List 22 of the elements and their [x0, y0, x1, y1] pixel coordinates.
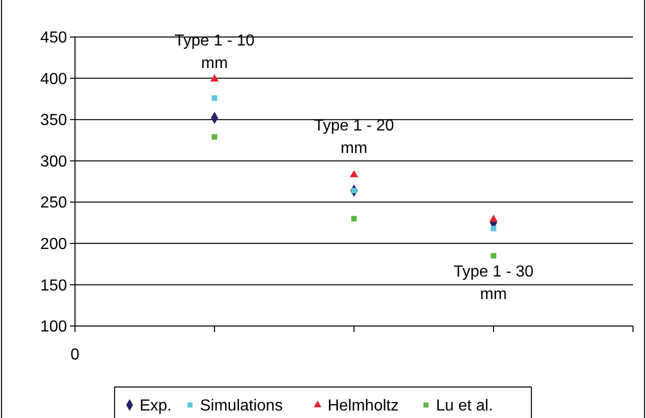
point: [212, 95, 218, 101]
y-tick-label: 400: [40, 70, 68, 88]
point: [489, 214, 498, 222]
y-tick-label: 200: [40, 236, 68, 254]
y-tick-label: 150: [40, 277, 68, 294]
point: [350, 170, 358, 178]
y-tick-label: 250: [40, 194, 68, 212]
point: [490, 253, 496, 259]
legend-label: Simulations: [200, 398, 283, 415]
y-tick-label: 450: [40, 30, 68, 47]
y-tick-label: 350: [40, 112, 68, 130]
annotation: Type 1 - 30 mm: [453, 264, 534, 303]
y-tick-label: 100: [40, 318, 68, 336]
text: 0: [70, 346, 80, 364]
legend-label: Lu et al.: [436, 398, 493, 415]
legend-label: Exp.: [140, 398, 172, 415]
point: [490, 226, 496, 232]
legend-label: Helmholtz: [328, 398, 399, 415]
y-tick-label: 300: [40, 153, 68, 170]
point: [351, 216, 357, 222]
point: [212, 134, 218, 140]
point: [210, 74, 219, 82]
